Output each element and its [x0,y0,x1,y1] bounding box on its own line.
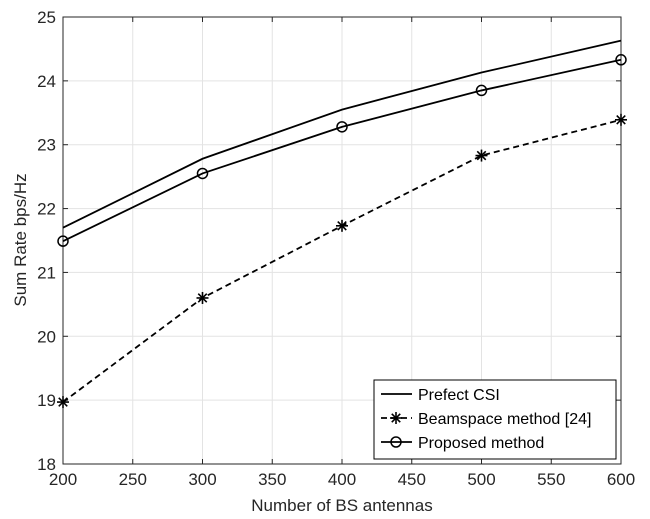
circle-marker [475,84,488,97]
y-tick-label: 21 [37,263,56,282]
series-line-0 [62,39,622,229]
x-tick-label: 600 [607,470,635,489]
series-line-2 [62,58,622,242]
legend-label-proposed: Proposed method [418,435,544,452]
legend: Prefect CSI Beamspace method [24] Propos… [373,379,617,460]
y-tick-label: 20 [37,327,56,346]
circle-marker [57,235,69,247]
x-tick-label: 250 [119,470,147,489]
legend-asterisk-marker [390,412,402,424]
x-tick-label: 200 [49,470,77,489]
asterisk-marker [196,291,209,304]
y-tick-label: 24 [37,72,56,91]
legend-label-beamspace: Beamspace method [24] [418,411,591,428]
x-tick-label: 450 [398,470,426,489]
x-tick-label: 400 [328,470,356,489]
series-group [57,39,627,409]
asterisk-marker [57,396,69,409]
x-axis-label: Number of BS antennas [251,496,432,515]
circle-marker [615,54,627,66]
x-tick-label: 300 [188,470,216,489]
legend-label-prefect-csi: Prefect CSI [418,387,500,404]
y-tick-labels: 18 19 20 21 22 23 24 25 [37,8,56,474]
asterisk-marker [475,149,488,162]
legend-asterisk [390,412,402,424]
y-tick-label: 23 [37,136,56,155]
legend-circle-marker [390,436,402,448]
y-axis-label: Sum Rate bps/Hz [11,173,30,306]
y-tick-label: 19 [37,391,56,410]
asterisk-marker [336,219,348,232]
circle-marker [336,121,348,133]
y-tick-label: 22 [37,200,56,219]
x-tick-label: 350 [258,470,286,489]
x-tick-labels: 200 250 300 350 400 450 500 550 600 [49,470,635,489]
x-tick-label: 500 [467,470,495,489]
y-tick-label: 25 [37,8,56,27]
legend-box [373,379,617,460]
asterisk-marker [615,113,627,126]
circle-marker [196,167,209,180]
x-tick-label: 550 [537,470,565,489]
y-tick-label: 18 [37,455,56,474]
